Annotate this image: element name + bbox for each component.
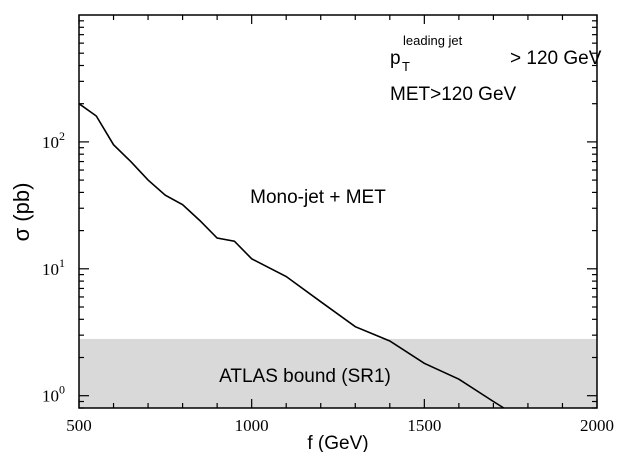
y-axis-title: σ (pb) (9, 183, 34, 242)
curve-label: Mono-jet + MET (250, 187, 386, 208)
mono-jet-curve (78, 103, 505, 409)
pt-superscript: leading jet (403, 33, 463, 48)
axis-ticks (78, 15, 598, 409)
band-label: ATLAS bound (SR1) (219, 366, 391, 387)
x-tick-label: 2000 (580, 416, 614, 435)
pt-symbol: p (390, 48, 401, 69)
y-tick-label: 101 (42, 256, 65, 279)
y-tick-label: 102 (42, 129, 65, 152)
plot-frame (78, 14, 598, 409)
cut-annotation-pt: p T leading jet > 120 GeV (390, 33, 602, 74)
y-tick-label: 100 (42, 383, 65, 406)
met-cut-annotation: MET>120 GeV (390, 84, 517, 105)
x-tick-label: 500 (66, 416, 92, 435)
x-tick-label: 1500 (407, 416, 441, 435)
x-tick-label: 1000 (235, 416, 269, 435)
pt-cut-value: > 120 GeV (510, 48, 602, 69)
pt-subscript: T (402, 59, 410, 74)
x-axis-title: f (GeV) (307, 433, 368, 452)
atlas-bound-band (79, 338, 597, 408)
